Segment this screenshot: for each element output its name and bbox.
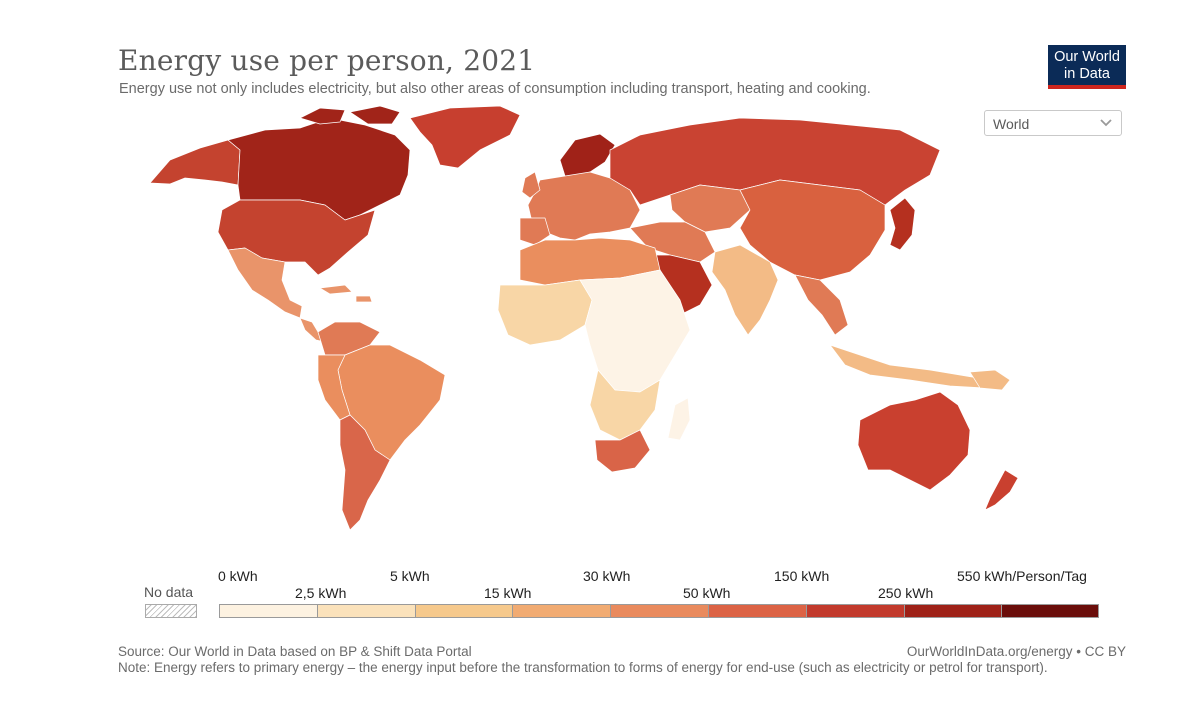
map-region-mexico[interactable] (227, 247, 303, 319)
map-region-india[interactable] (711, 244, 779, 336)
world-map[interactable] (140, 104, 1040, 534)
map-region-china[interactable] (739, 179, 886, 281)
region-select-value: World (993, 116, 1030, 132)
legend-bin-1[interactable] (316, 604, 415, 618)
map-region-norway-sweden[interactable] (559, 133, 616, 179)
map-region-canada-arctic[interactable] (299, 105, 401, 125)
logo-accent-bar (1048, 85, 1126, 89)
map-region-west-africa[interactable] (497, 279, 593, 346)
map-region-caribbean[interactable] (319, 284, 373, 303)
note-text: Note: Energy refers to primary energy – … (118, 660, 1048, 675)
legend-color-scale (219, 604, 1100, 618)
chart-subtitle: Energy use not only includes electricity… (119, 81, 871, 97)
legend-top-label-0: 0 kWh (218, 568, 258, 584)
legend-bin-3[interactable] (512, 604, 611, 618)
legend-bottom-label-0: 2,5 kWh (295, 585, 347, 601)
map-region-papua[interactable] (969, 369, 1011, 391)
legend-bin-5[interactable] (707, 604, 806, 618)
no-data-label: No data (144, 584, 194, 600)
chart-title: Energy use per person, 2021 (118, 44, 536, 77)
no-data-swatch (145, 604, 197, 618)
legend-top-label-2: 30 kWh (583, 568, 631, 584)
legend-bottom-label-2: 50 kWh (683, 585, 731, 601)
map-region-indonesia[interactable] (829, 344, 991, 389)
map-region-australia[interactable] (857, 391, 971, 491)
map-region-greenland[interactable] (409, 105, 521, 169)
region-select[interactable]: World (984, 110, 1122, 136)
map-region-uk[interactable] (521, 171, 541, 199)
source-text: Source: Our World in Data based on BP & … (118, 644, 472, 659)
legend-bin-8[interactable] (1001, 604, 1100, 618)
map-region-japan-korea[interactable] (889, 197, 916, 251)
legend-bin-4[interactable] (610, 604, 708, 618)
legend-bin-0[interactable] (219, 604, 317, 618)
legend-bin-2[interactable] (414, 604, 513, 618)
credit-link[interactable]: OurWorldInData.org/energy • CC BY (906, 644, 1126, 659)
logo-line-2: in Data (1064, 66, 1110, 82)
legend-bin-6[interactable] (805, 604, 904, 618)
chevron-down-icon (1100, 119, 1112, 127)
legend-top-label-4: 550 kWh/Person/Tag (957, 568, 1087, 584)
legend-top-label-1: 5 kWh (390, 568, 430, 584)
legend-bottom-label-1: 15 kWh (484, 585, 532, 601)
map-region-europe[interactable] (527, 171, 641, 241)
map-region-argentina[interactable] (339, 414, 391, 531)
legend-top-label-3: 150 kWh (774, 568, 830, 584)
map-region-central-asia[interactable] (669, 184, 751, 233)
map-region-alaska[interactable] (149, 139, 241, 186)
map-region-south-africa[interactable] (594, 429, 651, 473)
logo-line-1: Our World (1054, 49, 1120, 65)
map-region-southern-africa[interactable] (589, 369, 661, 441)
legend-bottom-label-3: 250 kWh (878, 585, 934, 601)
owid-logo[interactable]: Our World in Data (1048, 45, 1126, 89)
map-region-madagascar[interactable] (667, 397, 691, 441)
map-region-southeast-asia[interactable] (794, 274, 849, 336)
map-region-north-africa[interactable] (519, 237, 661, 286)
map-region-iberia[interactable] (519, 217, 551, 246)
legend-bin-7[interactable] (903, 604, 1002, 618)
map-region-new-zealand[interactable] (984, 469, 1019, 511)
